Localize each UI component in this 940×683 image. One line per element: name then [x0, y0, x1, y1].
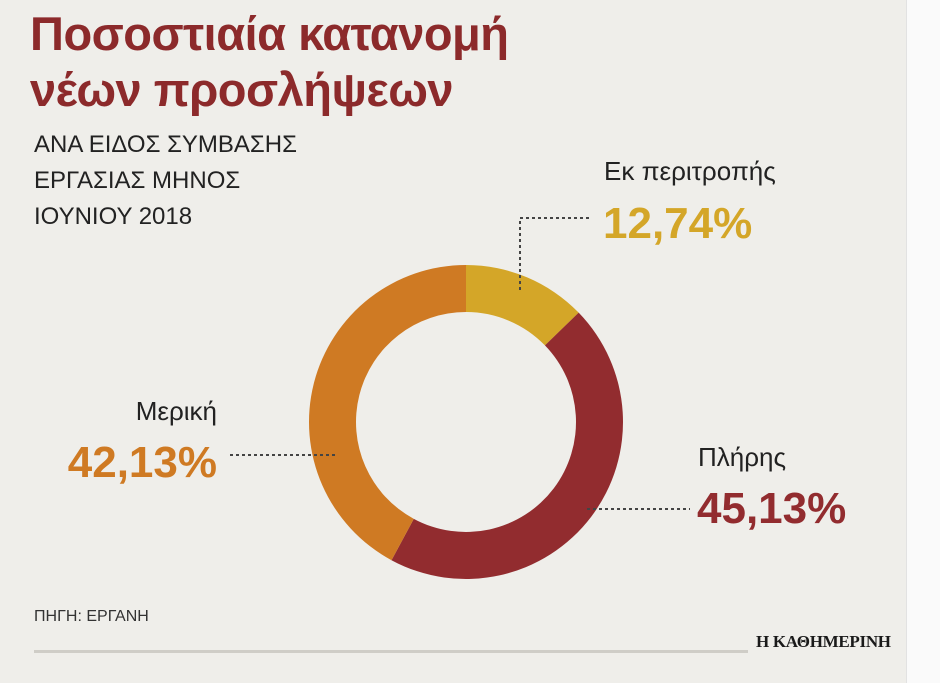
slice-value-ek-peritropis: 12,74% [603, 199, 752, 248]
chart-title-line-1: Ποσοστιαία κατανομή [30, 7, 509, 60]
donut-slice-pliris [391, 312, 624, 579]
publisher-logo: Η ΚΑΘΗΜΕΡΙΝΗ [756, 632, 891, 651]
chart-subtitle-line-3: ΙΟΥΝΙΟΥ 2018 [34, 203, 193, 230]
leader-line-ek-peritropis [519, 217, 592, 290]
chart-subtitle-line-2: ΕΡΓΑΣΙΑΣ ΜΗΝΟΣ [34, 167, 241, 194]
donut-slice-ek-peritropis [466, 265, 579, 346]
slice-label-ek-peritropis: Εκ περιτροπής [604, 156, 776, 186]
donut-slice-meriki [309, 265, 466, 561]
slice-value-pliris: 45,13% [697, 484, 846, 533]
slice-value-meriki: 42,13% [68, 438, 217, 487]
source-note: ΠΗΓΗ: ΕΡΓΑΝΗ [34, 608, 149, 625]
chart-title-line-2: νέων προσλήψεων [30, 63, 454, 116]
donut-slices [309, 265, 624, 579]
chart-title: Ποσοστιαία κατανομή νέων προσλήψεων [30, 6, 509, 118]
chart-subtitle: ΑΝΑ ΕΙΔΟΣ ΣΥΜΒΑΣΗΣ ΕΡΓΑΣΙΑΣ ΜΗΝΟΣ ΙΟΥΝΙΟ… [34, 127, 297, 235]
chart-subtitle-line-1: ΑΝΑ ΕΙΔΟΣ ΣΥΜΒΑΣΗΣ [34, 131, 297, 158]
footer-divider [34, 650, 748, 653]
donut-chart: Εκ περιτροπής 12,74% Πλήρης 45,13% Μερικ… [68, 156, 846, 579]
page-margin [906, 0, 940, 683]
slice-label-meriki: Μερική [136, 396, 217, 426]
slice-label-pliris: Πλήρης [698, 442, 786, 472]
